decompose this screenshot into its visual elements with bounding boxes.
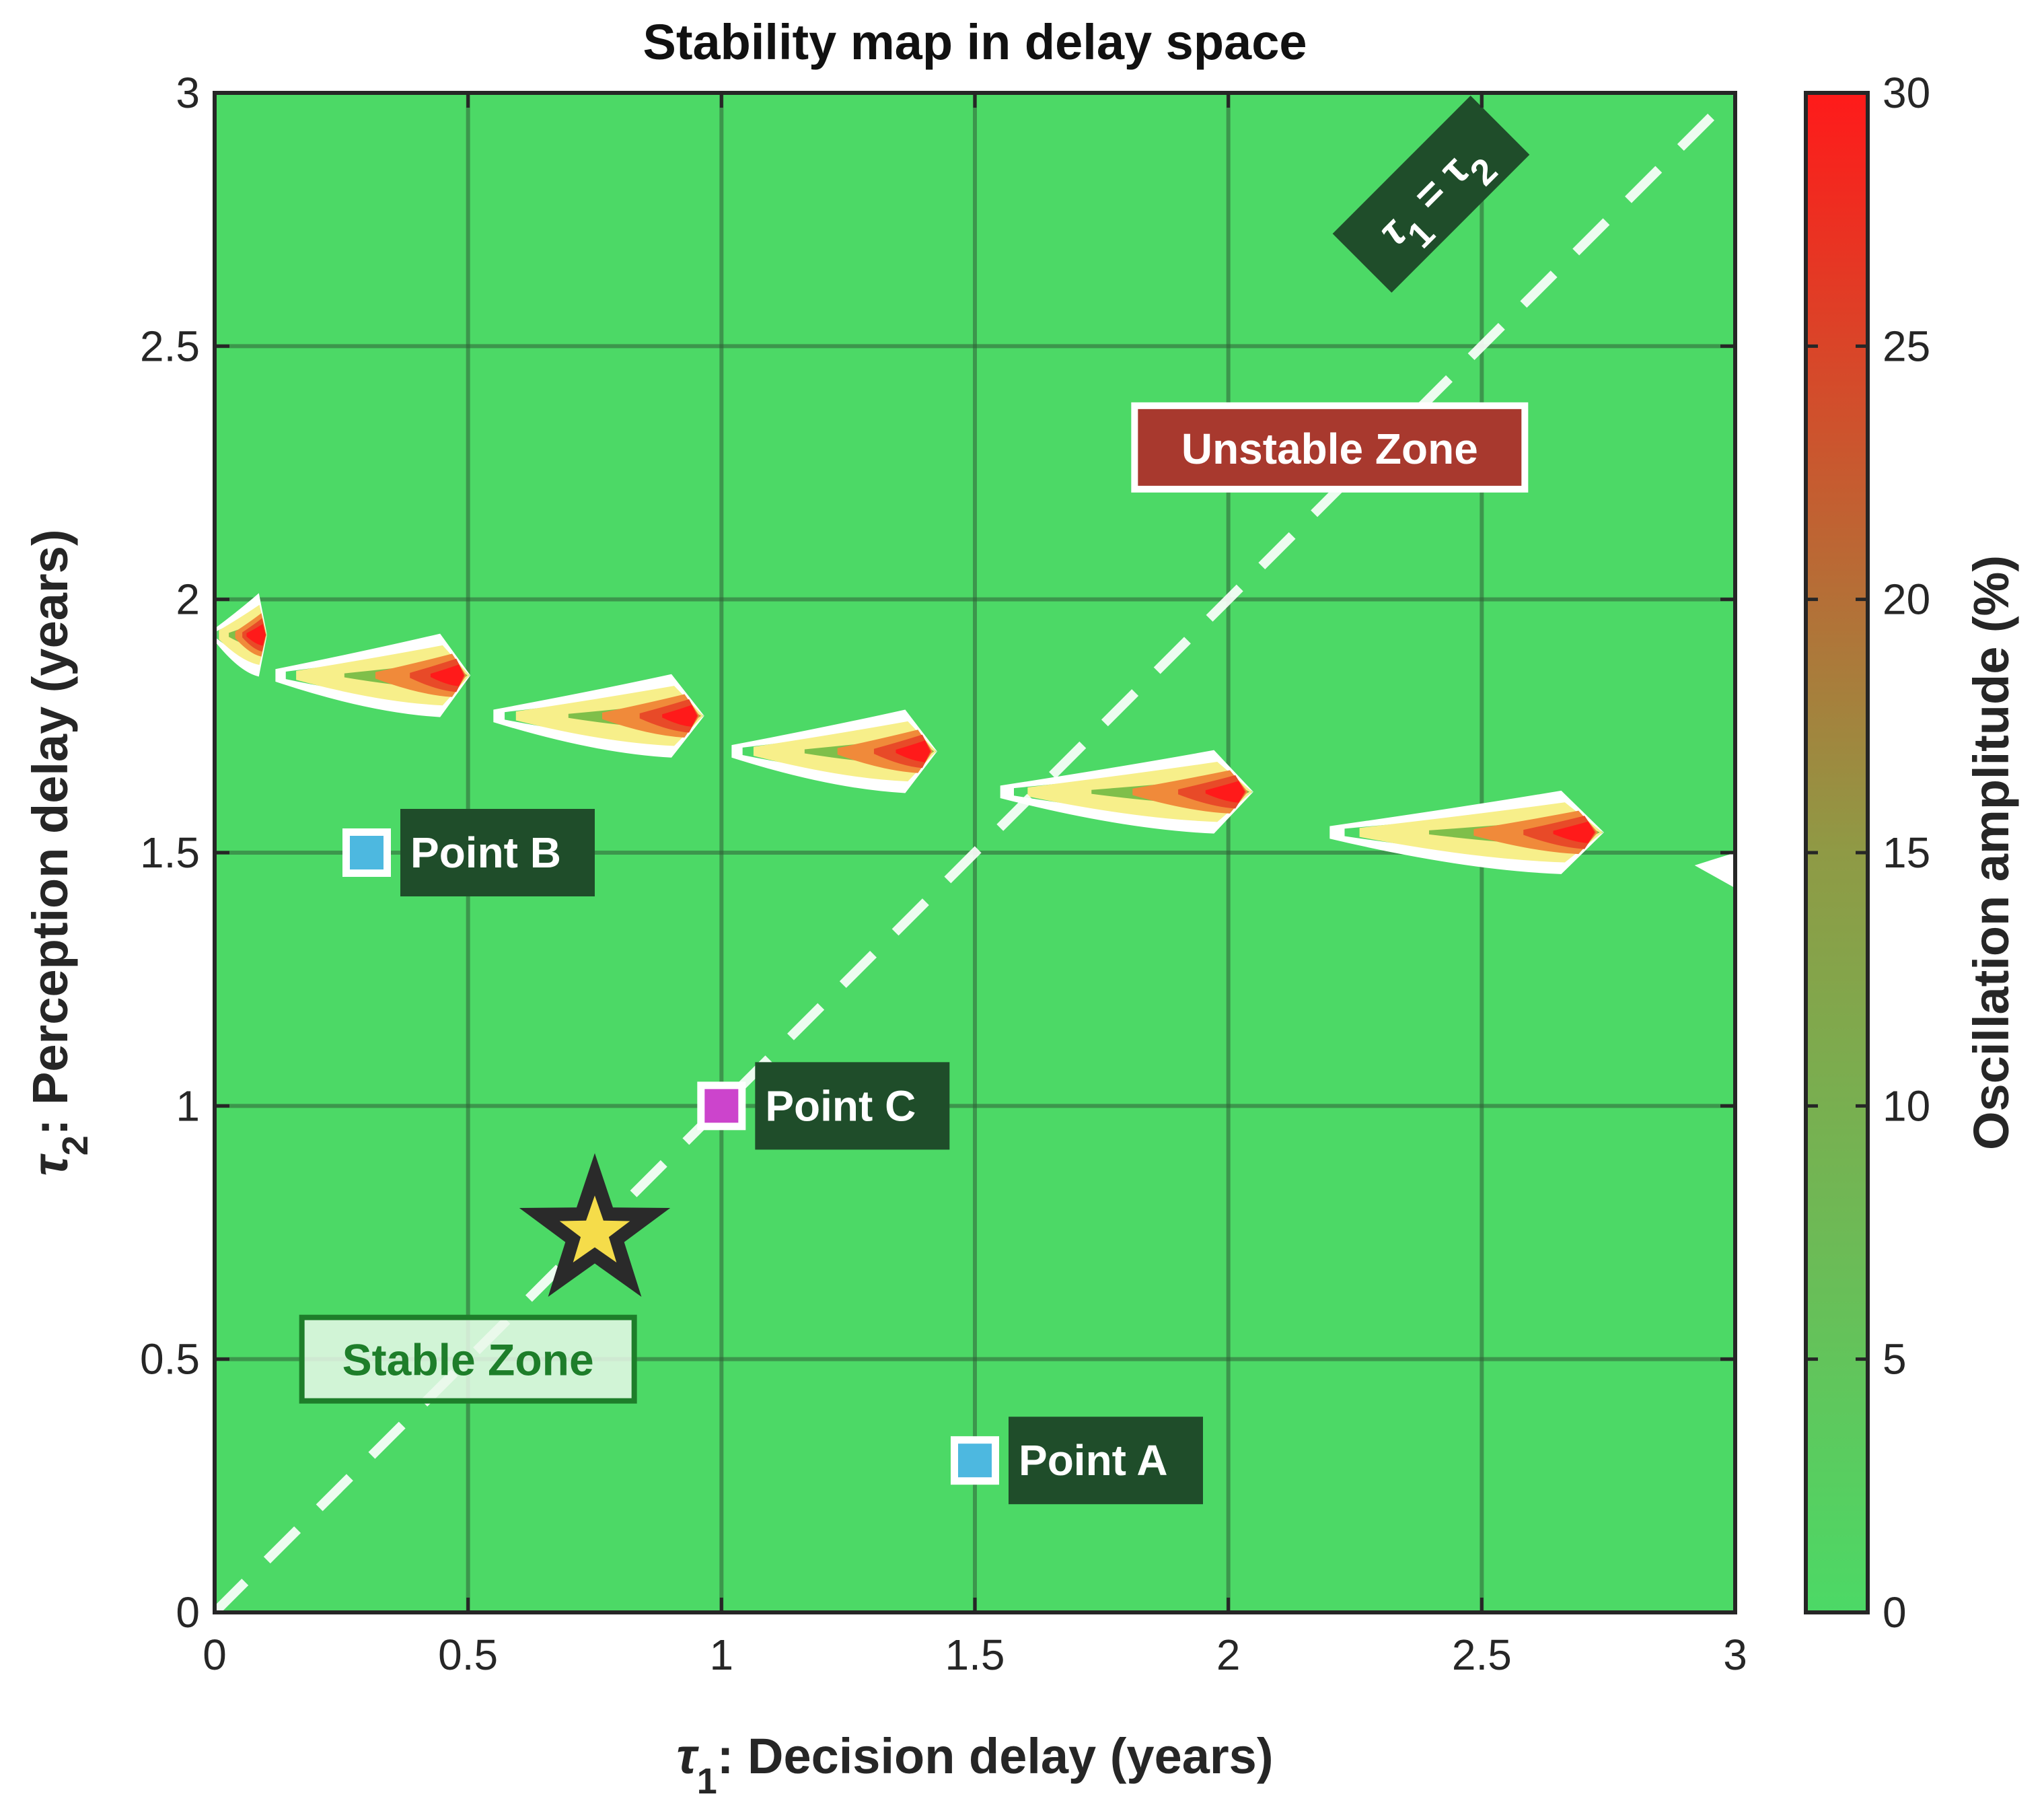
unstable-lobes <box>215 593 1735 888</box>
axis-ticks: 0 0.5 1 1.5 2 2.5 3 0 0.5 1 1.5 2 2.5 3 <box>140 69 1747 1679</box>
y-axis-label: τ2: Perception delay (years) <box>22 530 96 1176</box>
colorbar-tick-label: 5 <box>1883 1335 1907 1384</box>
x-tick-label: 1.5 <box>945 1631 1005 1679</box>
y-tick-label: 1.5 <box>140 828 200 877</box>
point-label-box <box>400 809 595 896</box>
point-marker-point-a: Point A <box>951 1417 1203 1505</box>
markers: Point A Point B Point C <box>342 809 1203 1505</box>
point-label-box <box>1009 1417 1203 1505</box>
colorbar-label: Oscillation amplitude (%) <box>1963 555 2019 1150</box>
y-tick-label: 2 <box>176 575 200 624</box>
unstable-lobe <box>731 709 937 793</box>
contour-band <box>662 705 698 727</box>
y-tick-label: 2.5 <box>140 322 200 370</box>
colorbar-tick-label: 0 <box>1883 1588 1907 1637</box>
stable-zone-label: Stable Zone <box>342 1335 594 1385</box>
colorbar-ticks: 0 5 10 15 20 25 30 <box>1806 69 1930 1637</box>
point-marker-point-b: Point B <box>342 809 595 896</box>
diagonal-reference-line <box>215 93 1735 1612</box>
x-tick-label: 3 <box>1723 1631 1747 1679</box>
x-tick-label: 2.5 <box>1452 1631 1512 1679</box>
diagonal-label-box <box>1332 96 1530 293</box>
x-tick-label: 2 <box>1216 1631 1241 1679</box>
contour-band <box>1694 853 1735 888</box>
marker-square <box>958 1444 992 1478</box>
unstable-lobe <box>493 674 704 758</box>
y-tick-label: 0 <box>176 1588 200 1637</box>
point-label: Point B <box>410 828 561 877</box>
x-axis-label: τ1: Decision delay (years) <box>677 1728 1274 1802</box>
colorbar-tick-label: 25 <box>1883 322 1930 370</box>
marker-square <box>350 836 384 869</box>
unstable-zone-label: Unstable Zone <box>1181 425 1478 473</box>
unstable-zone-box <box>1131 402 1529 493</box>
colorbar-tick-label: 20 <box>1883 575 1930 624</box>
y-tick-label: 0.5 <box>140 1335 200 1384</box>
colorbar-tick-label: 10 <box>1883 1081 1930 1130</box>
contour-band <box>1205 781 1245 803</box>
y-tick-label: 1 <box>176 1081 200 1130</box>
reference-lines <box>215 93 1735 1612</box>
point-marker-point-c: Point C <box>697 1062 950 1150</box>
unstable-lobe <box>275 633 471 717</box>
contour-band <box>896 740 930 762</box>
colorbar-tick-label: 15 <box>1883 828 1930 877</box>
star-marker <box>559 1195 630 1262</box>
unstable-lobe <box>215 593 267 677</box>
point-label: Point A <box>1019 1436 1168 1485</box>
point-label-box <box>755 1062 950 1150</box>
unstable-lobe <box>1000 750 1253 834</box>
point-label: Point C <box>765 1081 916 1130</box>
x-tick-label: 0.5 <box>438 1631 498 1679</box>
stable-zone-box <box>299 1314 637 1404</box>
chart-title: Stability map in delay space <box>643 14 1307 70</box>
contour-band <box>246 624 266 646</box>
contour-band <box>430 664 464 686</box>
contour-band <box>1553 821 1595 844</box>
marker-square <box>704 1089 739 1123</box>
colorbar-tick-label: 30 <box>1883 69 1930 117</box>
x-tick-label: 0 <box>203 1631 227 1679</box>
y-tick-label: 3 <box>176 69 200 117</box>
x-tick-label: 1 <box>710 1631 734 1679</box>
unstable-lobe <box>1329 790 1604 874</box>
